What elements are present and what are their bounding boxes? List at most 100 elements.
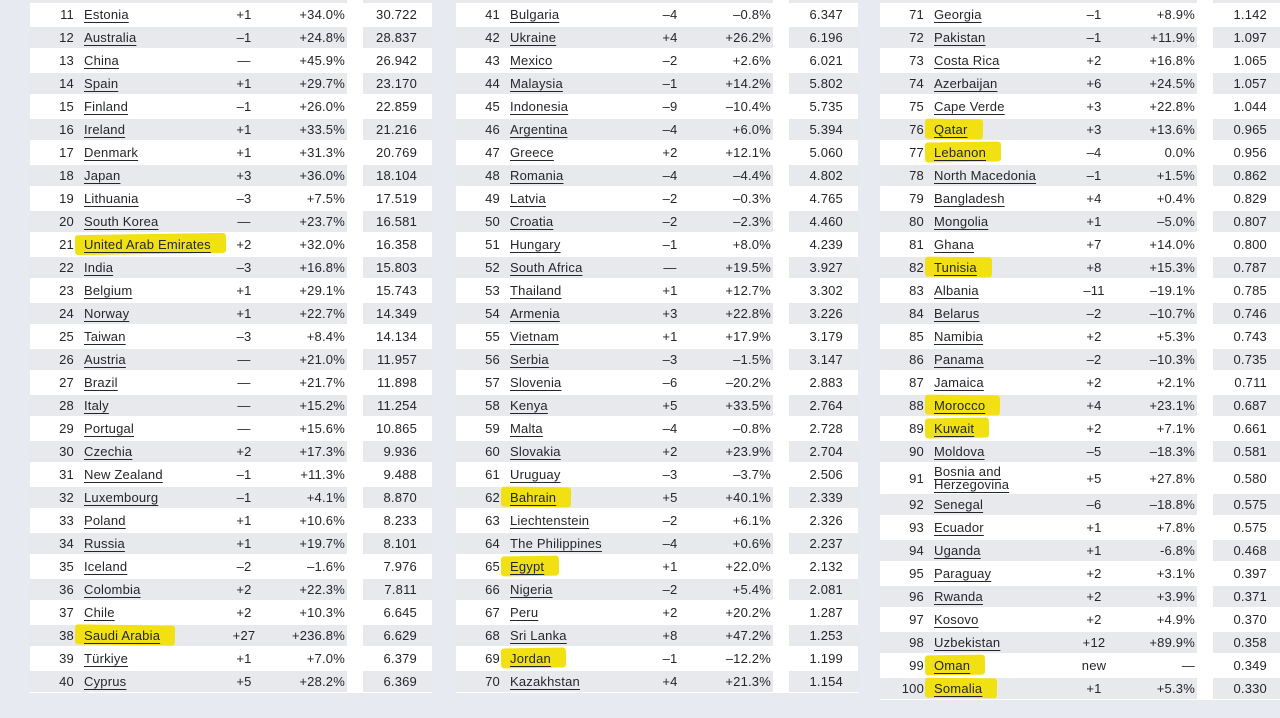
country-link[interactable]: Spain xyxy=(84,76,119,91)
yoy-change-cell: +5.3% xyxy=(1156,681,1195,696)
country-link[interactable]: Senegal xyxy=(934,497,984,512)
country-link[interactable]: Armenia xyxy=(510,306,560,321)
country-link[interactable]: Slovenia xyxy=(510,375,562,390)
country-link[interactable]: Uruguay xyxy=(510,467,561,482)
country-link[interactable]: South Korea xyxy=(84,214,159,229)
country-link[interactable]: Russia xyxy=(84,536,125,551)
country-link[interactable]: Poland xyxy=(84,513,126,528)
country-link[interactable]: Moldova xyxy=(934,444,985,459)
row-score-segment: 16.358 xyxy=(363,233,432,256)
country-link[interactable]: Albania xyxy=(934,283,979,298)
country-link[interactable]: Lithuania xyxy=(84,191,139,206)
country-link[interactable]: Egypt xyxy=(510,559,545,574)
country-link[interactable]: Sri Lanka xyxy=(510,628,567,643)
country-link[interactable]: Japan xyxy=(84,168,121,183)
country-link[interactable]: Türkiye xyxy=(84,651,129,666)
country-link[interactable]: Chile xyxy=(84,605,115,620)
country-link[interactable]: Norway xyxy=(84,306,130,321)
country-link[interactable]: Uganda xyxy=(934,543,981,558)
country-link[interactable]: Denmark xyxy=(84,145,139,160)
country-link[interactable]: Austria xyxy=(84,352,126,367)
country-link[interactable]: Portugal xyxy=(84,421,135,436)
country-link[interactable]: India xyxy=(84,260,114,275)
country-link[interactable]: Kazakhstan xyxy=(510,674,580,689)
country-link[interactable]: Lebanon xyxy=(934,145,987,160)
country-link[interactable]: Georgia xyxy=(934,7,982,22)
country-link[interactable]: Bulgaria xyxy=(510,7,560,22)
country-link[interactable]: The Philippines xyxy=(510,536,602,551)
country-link[interactable]: Colombia xyxy=(84,582,141,597)
country-link[interactable]: Italy xyxy=(84,398,109,413)
country-link[interactable]: Belgium xyxy=(84,283,133,298)
score-cell: 16.581 xyxy=(376,214,417,229)
country-link[interactable]: Namibia xyxy=(934,329,984,344)
country-link[interactable]: Nigeria xyxy=(510,582,553,597)
country-link[interactable]: Qatar xyxy=(934,122,968,137)
country-link[interactable]: North Macedonia xyxy=(934,168,1036,183)
country-link[interactable]: Slovakia xyxy=(510,444,561,459)
country-link[interactable]: Kenya xyxy=(510,398,548,413)
country-link[interactable]: Pakistan xyxy=(934,30,986,45)
country-link[interactable]: Latvia xyxy=(510,191,546,206)
rank-change-cell: +2 xyxy=(236,605,252,620)
country-link[interactable]: Serbia xyxy=(510,352,549,367)
country-link[interactable]: Mongolia xyxy=(934,214,989,229)
country-link[interactable]: Panama xyxy=(934,352,984,367)
country-link[interactable]: Czechia xyxy=(84,444,133,459)
country-link[interactable]: South Africa xyxy=(510,260,583,275)
country-link[interactable]: Bahrain xyxy=(510,490,557,505)
country-link[interactable]: Mexico xyxy=(510,53,553,68)
country-link[interactable]: Azerbaijan xyxy=(934,76,998,91)
country-link[interactable]: United Arab Emirates xyxy=(84,237,211,252)
country-link[interactable]: Hungary xyxy=(510,237,561,252)
country-link[interactable]: Ireland xyxy=(84,122,126,137)
country-link[interactable]: Ukraine xyxy=(510,30,557,45)
country-link[interactable]: Argentina xyxy=(510,122,568,137)
country-link[interactable]: Bangladesh xyxy=(934,191,1005,206)
country-link[interactable]: Croatia xyxy=(510,214,554,229)
country-link[interactable]: Somalia xyxy=(934,681,983,696)
country-link[interactable]: Morocco xyxy=(934,398,986,413)
country-link[interactable]: Oman xyxy=(934,658,971,673)
country-link[interactable]: Malta xyxy=(510,421,543,436)
country-link[interactable]: Kosovo xyxy=(934,612,979,627)
rank-cell: 16 xyxy=(59,122,74,137)
country-link[interactable]: Malaysia xyxy=(510,76,563,91)
country-link[interactable]: Greece xyxy=(510,145,554,160)
country-link[interactable]: Peru xyxy=(510,605,539,620)
yoy-change-cell: +15.2% xyxy=(299,398,345,413)
country-link[interactable]: Cyprus xyxy=(84,674,127,689)
country-link[interactable]: Tunisia xyxy=(934,260,977,275)
table-row: 95 Paraguay +2 +3.1% 0.397 xyxy=(880,562,1280,585)
country-link[interactable]: Taiwan xyxy=(84,329,126,344)
country-link[interactable]: Kuwait xyxy=(934,421,975,436)
country-link[interactable]: Saudi Arabia xyxy=(84,628,161,643)
country-link[interactable]: Ecuador xyxy=(934,520,984,535)
country-link[interactable]: Thailand xyxy=(510,283,562,298)
country-link[interactable]: Costa Rica xyxy=(934,53,1000,68)
rank-change-cell: –6 xyxy=(662,375,678,390)
row-score-segment: 1.065 xyxy=(1213,49,1280,72)
country-link[interactable]: Romania xyxy=(510,168,564,183)
country-link[interactable]: Brazil xyxy=(84,375,118,390)
country-link[interactable]: Jamaica xyxy=(934,375,984,390)
country-link[interactable]: Luxembourg xyxy=(84,490,159,505)
country-link[interactable]: Vietnam xyxy=(510,329,559,344)
country-link[interactable]: Estonia xyxy=(84,7,129,22)
country-link[interactable]: Liechtenstein xyxy=(510,513,590,528)
country-link[interactable]: Finland xyxy=(84,99,129,114)
country-link[interactable]: Jordan xyxy=(510,651,551,666)
country-link[interactable]: Rwanda xyxy=(934,589,983,604)
country-link[interactable]: Bosnia and Herzegovina xyxy=(934,464,1010,492)
country-link[interactable]: Belarus xyxy=(934,306,980,321)
country-link[interactable]: Paraguay xyxy=(934,566,992,581)
country-link[interactable]: New Zealand xyxy=(84,467,163,482)
country-link[interactable]: Uzbekistan xyxy=(934,635,1001,650)
country-link[interactable]: Ghana xyxy=(934,237,975,252)
country-link[interactable]: Iceland xyxy=(84,559,128,574)
country-link[interactable]: Australia xyxy=(84,30,137,45)
country-link[interactable]: Indonesia xyxy=(510,99,569,114)
country-link[interactable]: Cape Verde xyxy=(934,99,1005,114)
rank-change-cell: –3 xyxy=(236,260,252,275)
country-link[interactable]: China xyxy=(84,53,119,68)
